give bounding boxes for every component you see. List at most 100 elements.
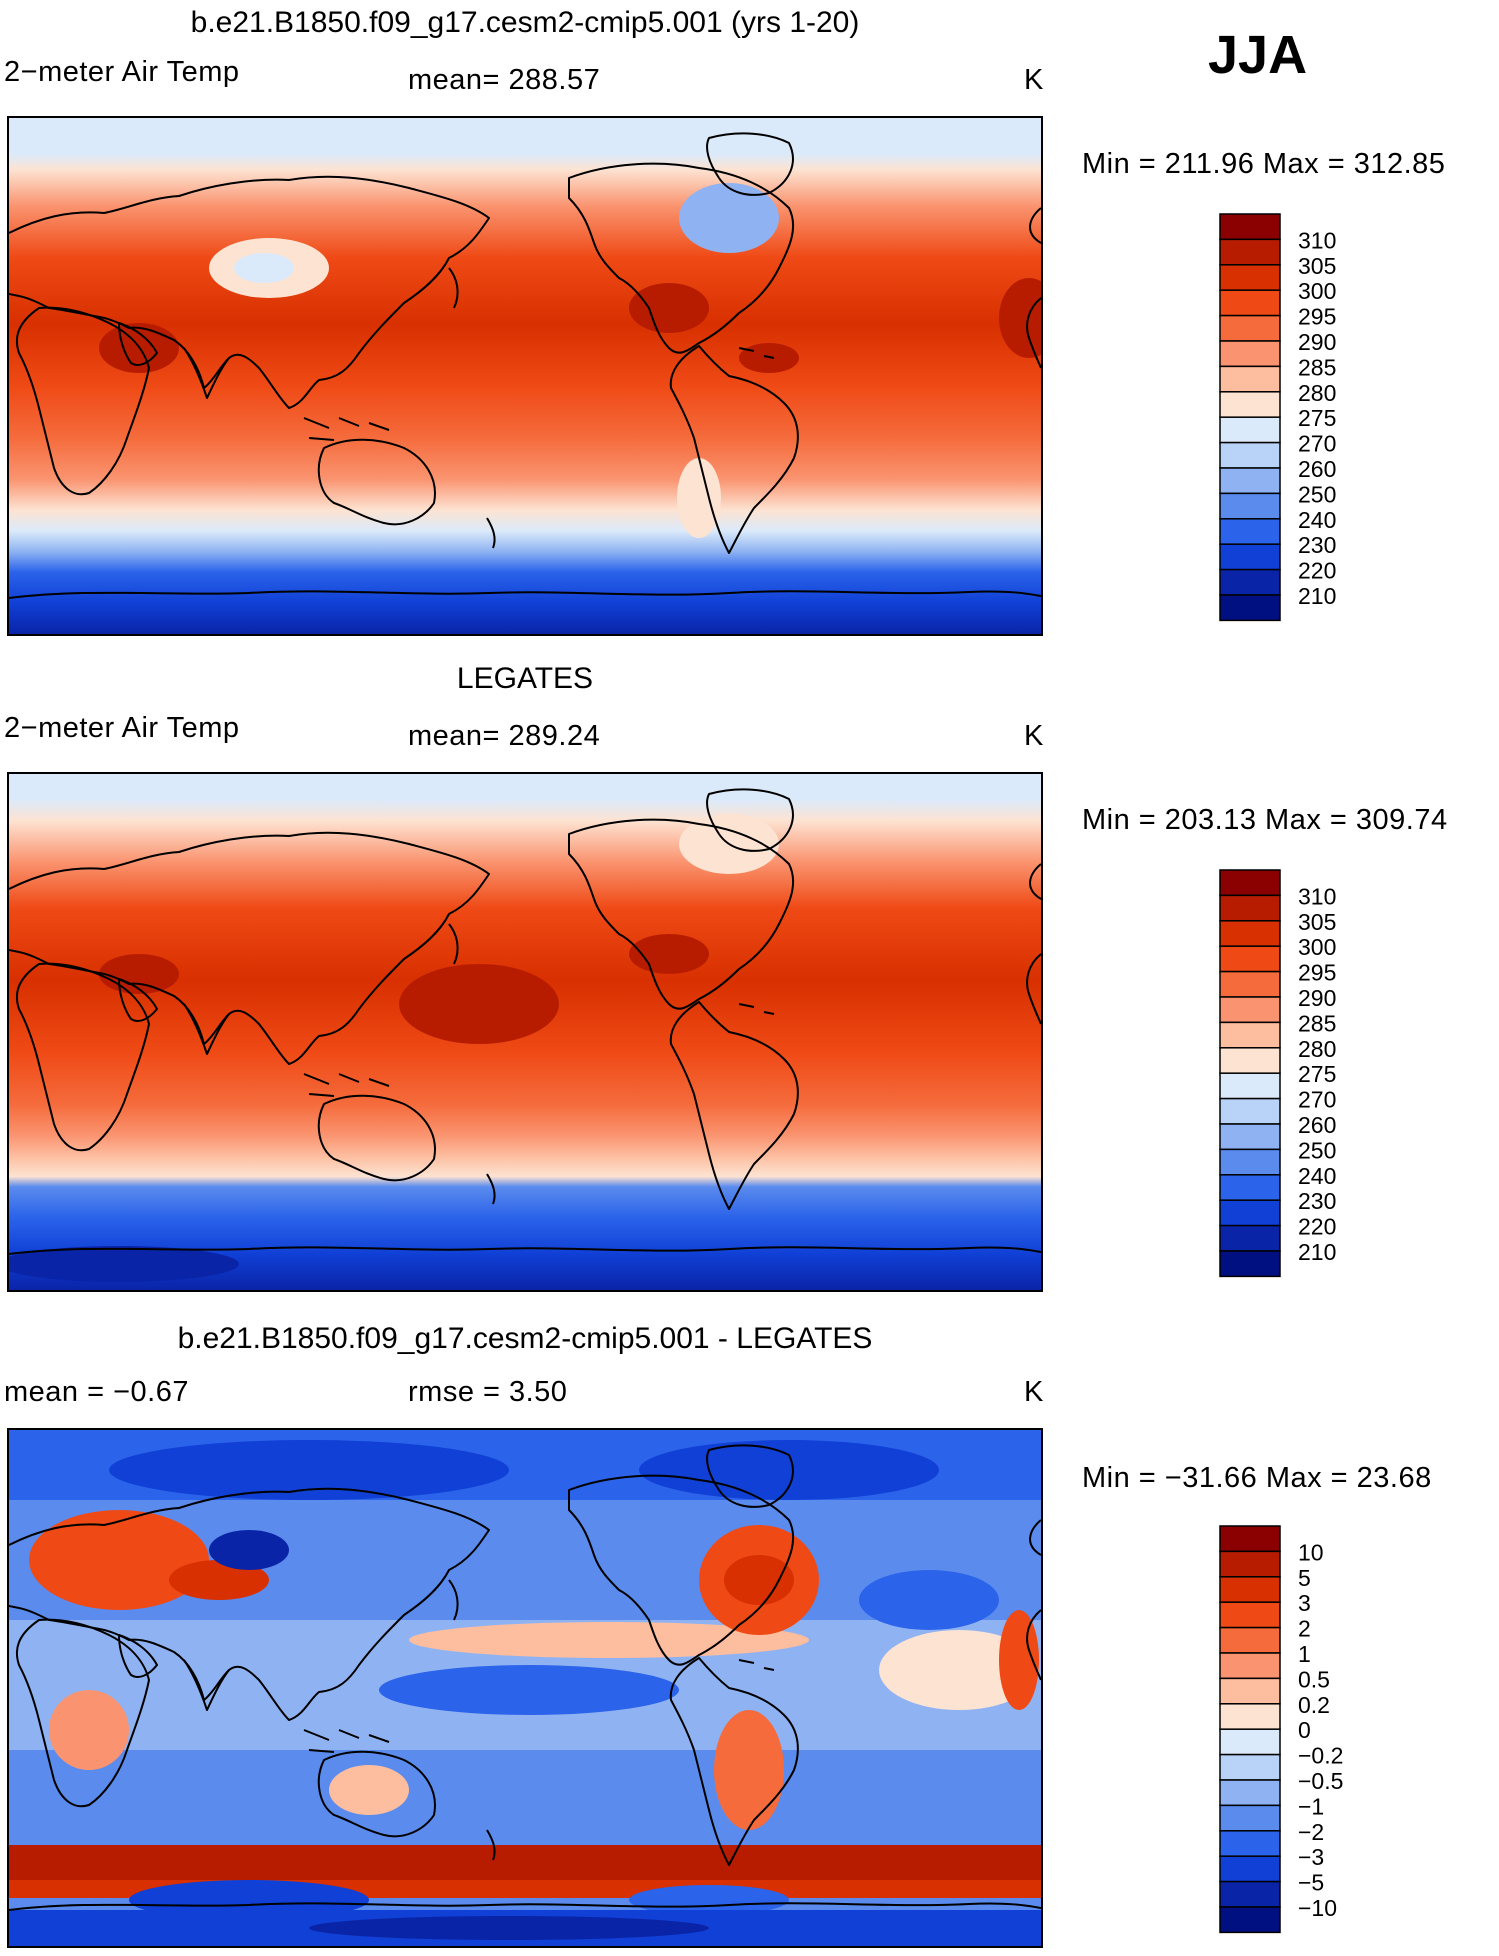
panel-2-minmax-label: Min = 203.13 Max = 309.74 bbox=[1082, 804, 1448, 836]
colorbar-tick-label: 270 bbox=[1298, 1087, 1336, 1113]
colorbar-box bbox=[1219, 441, 1281, 469]
colorbar-box bbox=[1219, 1123, 1281, 1151]
colorbar-box bbox=[1219, 518, 1281, 545]
colorbar-tick-label: 240 bbox=[1298, 507, 1336, 533]
panel-1-colorbar: 310 305 300 295 290 285 280 275 270 260 250 240 230 2… bbox=[1219, 213, 1420, 622]
panel-2-map bbox=[7, 772, 1043, 1292]
colorbar-box bbox=[1219, 869, 1281, 897]
colorbar-tick-label: 300 bbox=[1298, 278, 1336, 304]
colorbar-box bbox=[1219, 314, 1281, 342]
colorbar-tick-label: 1 bbox=[1298, 1641, 1311, 1667]
colorbar-tick-label: 295 bbox=[1298, 304, 1336, 330]
colorbar-tick-label: 0.2 bbox=[1298, 1692, 1330, 1718]
colorbar-tick-label: 305 bbox=[1298, 909, 1336, 935]
panel-1-minmax-label: Min = 211.96 Max = 312.85 bbox=[1082, 148, 1446, 180]
colorbar-tick-label: 5 bbox=[1298, 1565, 1311, 1591]
colorbar-box bbox=[1219, 1097, 1281, 1125]
colorbar-box bbox=[1219, 1906, 1281, 1934]
colorbar-tick-label: −3 bbox=[1298, 1844, 1324, 1870]
colorbar-tick-label: 250 bbox=[1298, 1137, 1336, 1163]
colorbar-box bbox=[1219, 340, 1281, 368]
colorbar-box bbox=[1219, 1652, 1281, 1680]
colorbar-tick-label: 230 bbox=[1298, 1188, 1336, 1214]
colorbar-box bbox=[1219, 1601, 1281, 1629]
colorbar-box bbox=[1219, 1525, 1281, 1553]
colorbar-box bbox=[1219, 1880, 1281, 1908]
colorbar-tick-label: 275 bbox=[1298, 405, 1336, 431]
colorbar-tick-label: 250 bbox=[1298, 481, 1336, 507]
colorbar-box bbox=[1219, 213, 1281, 241]
colorbar-tick-label: 280 bbox=[1298, 380, 1336, 406]
colorbar-tick-label: 310 bbox=[1298, 883, 1336, 909]
colorbar-box bbox=[1219, 1148, 1281, 1176]
colorbar-box bbox=[1219, 1199, 1281, 1227]
panel-3-title: b.e21.B1850.f09_g17.cesm2-cmip5.001 - LE… bbox=[177, 1322, 873, 1355]
colorbar-box bbox=[1219, 996, 1281, 1024]
colorbar-tick-label: 240 bbox=[1298, 1163, 1336, 1189]
colorbar-box bbox=[1219, 1047, 1281, 1074]
colorbar-tick-label: 260 bbox=[1298, 1112, 1336, 1138]
colorbar-tick-label: −10 bbox=[1298, 1895, 1337, 1921]
colorbar-box bbox=[1219, 1224, 1281, 1252]
panel-3-rmse-label: rmse = 3.50 bbox=[408, 1376, 568, 1408]
colorbar-box bbox=[1219, 492, 1281, 520]
colorbar-tick-label: −0.5 bbox=[1298, 1768, 1343, 1794]
colorbar-tick-label: 260 bbox=[1298, 456, 1336, 482]
panel-2-title: LEGATES bbox=[456, 662, 594, 695]
colorbar-tick-label: 270 bbox=[1298, 431, 1336, 457]
colorbar-box bbox=[1219, 568, 1281, 596]
colorbar-tick-label: 0.5 bbox=[1298, 1666, 1330, 1692]
colorbar-box bbox=[1219, 1174, 1281, 1201]
colorbar-tick-label: 3 bbox=[1298, 1590, 1311, 1616]
colorbar-box bbox=[1219, 1779, 1281, 1807]
colorbar-box bbox=[1219, 1626, 1281, 1654]
colorbar-tick-label: −1 bbox=[1298, 1793, 1324, 1819]
colorbar-box bbox=[1219, 1830, 1281, 1857]
colorbar-box bbox=[1219, 894, 1281, 922]
colorbar-box bbox=[1219, 920, 1281, 947]
panel-3-minmax-label: Min = −31.66 Max = 23.68 bbox=[1082, 1462, 1432, 1494]
panel-2-colorbar: 310 305 300 295 290 285 280 275 270 260 250 240 230 2… bbox=[1219, 869, 1420, 1278]
colorbar-tick-label: 220 bbox=[1298, 558, 1336, 584]
colorbar-box bbox=[1219, 1072, 1281, 1100]
colorbar-box bbox=[1219, 391, 1281, 418]
panel-3-colorbar: 10 5 3 2 1 0.5 0.2 0 −0.2 −0.5 −1 −2 −3 −5 −10 bbox=[1219, 1525, 1420, 1934]
colorbar-box bbox=[1219, 594, 1281, 622]
colorbar-tick-label: 230 bbox=[1298, 532, 1336, 558]
panel-2-mean-label: mean= 289.24 bbox=[408, 720, 601, 752]
colorbar-box bbox=[1219, 543, 1281, 571]
colorbar-box bbox=[1219, 365, 1281, 393]
colorbar-tick-label: −2 bbox=[1298, 1819, 1324, 1845]
panel-1-title: b.e21.B1850.f09_g17.cesm2-cmip5.001 (yrs… bbox=[190, 6, 860, 39]
colorbar-box bbox=[1219, 1703, 1281, 1730]
colorbar-box bbox=[1219, 467, 1281, 495]
panel-2-variable-label: 2−meter Air Temp bbox=[4, 712, 240, 744]
colorbar-box bbox=[1219, 1728, 1281, 1756]
colorbar-box bbox=[1219, 416, 1281, 444]
colorbar-tick-label: 295 bbox=[1298, 960, 1336, 986]
colorbar-tick-label: 220 bbox=[1298, 1214, 1336, 1240]
colorbar-tick-label: 10 bbox=[1298, 1539, 1324, 1565]
season-label: JJA bbox=[1208, 25, 1308, 85]
panel-1-map bbox=[7, 116, 1043, 636]
colorbar-tick-label: 310 bbox=[1298, 227, 1336, 253]
colorbar-box bbox=[1219, 945, 1281, 973]
colorbar-tick-label: 2 bbox=[1298, 1616, 1311, 1642]
panel-3-units-label: K bbox=[1024, 1376, 1044, 1408]
colorbar-box bbox=[1219, 1576, 1281, 1603]
colorbar-tick-label: −5 bbox=[1298, 1870, 1324, 1896]
colorbar-tick-label: 275 bbox=[1298, 1061, 1336, 1087]
colorbar-box bbox=[1219, 289, 1281, 317]
colorbar-box bbox=[1219, 970, 1281, 998]
colorbar-tick-label: 210 bbox=[1298, 1239, 1336, 1265]
colorbar-tick-label: 0 bbox=[1298, 1717, 1311, 1743]
colorbar-box bbox=[1219, 1677, 1281, 1705]
panel-2-units-label: K bbox=[1024, 720, 1044, 752]
colorbar-tick-label: 280 bbox=[1298, 1036, 1336, 1062]
colorbar-tick-label: −0.2 bbox=[1298, 1743, 1343, 1769]
colorbar-tick-label: 300 bbox=[1298, 934, 1336, 960]
colorbar-box bbox=[1219, 264, 1281, 291]
colorbar-tick-label: 290 bbox=[1298, 985, 1336, 1011]
panel-3-map bbox=[7, 1428, 1043, 1948]
colorbar-tick-label: 290 bbox=[1298, 329, 1336, 355]
